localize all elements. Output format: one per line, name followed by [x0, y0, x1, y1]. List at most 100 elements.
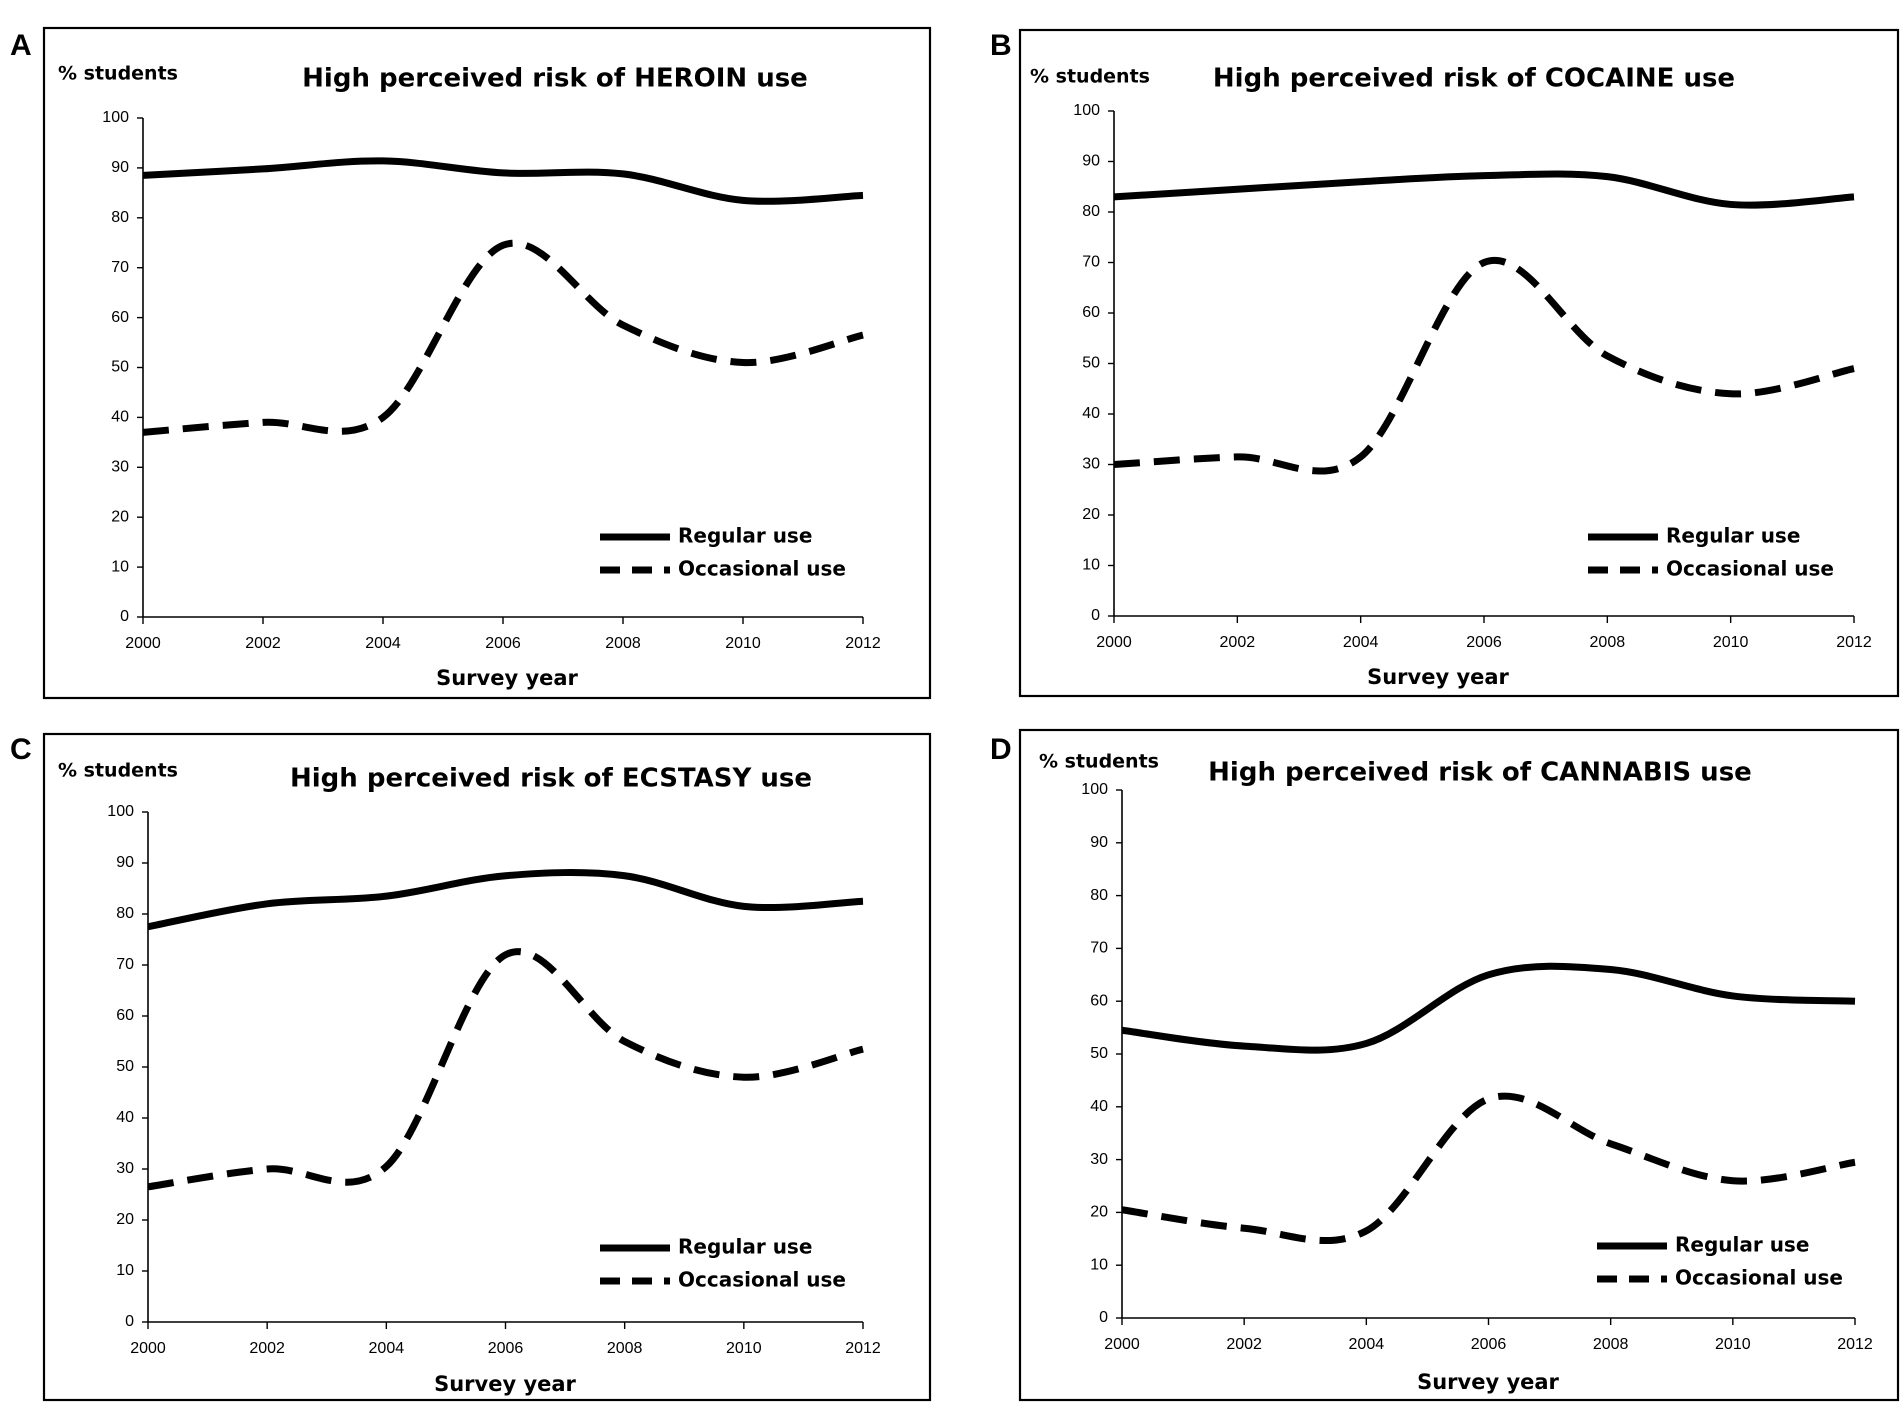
y-tick-label: 60 [111, 309, 129, 326]
x-tick-label: 2002 [1220, 634, 1256, 651]
y-tick-label: 100 [1073, 102, 1100, 119]
y-tick-label: 50 [116, 1058, 134, 1075]
x-tick-label: 2012 [845, 1340, 881, 1357]
x-tick-label: 2004 [1343, 634, 1379, 651]
y-tick-label: 80 [1090, 887, 1108, 904]
y-tick-label: 90 [116, 854, 134, 871]
y-tick-label: 30 [1090, 1151, 1108, 1168]
panel-frame [42, 732, 932, 1402]
y-tick-label: 80 [116, 905, 134, 922]
series-line-occasional-use [1121, 1092, 1856, 1245]
x-tick-label: 2008 [1590, 634, 1626, 651]
panel-frame [1018, 728, 1900, 1402]
x-tick-label: 2010 [725, 635, 761, 652]
legend-label: Occasional use [678, 557, 846, 581]
series-line-occasional-use [1113, 256, 1855, 475]
legend: Regular use Occasional use [600, 524, 846, 581]
chart-title: High perceived risk of ECSTASY use [290, 764, 812, 794]
y-tick-label: 50 [111, 359, 129, 376]
y-axis-label: % students [1039, 751, 1159, 773]
series-line-regular-use [1121, 962, 1856, 1054]
legend-label: Occasional use [1666, 557, 1834, 581]
y-tick-label: 70 [116, 956, 134, 973]
chart-title: High perceived risk of HEROIN use [302, 64, 808, 94]
x-tick-label: 2012 [1836, 634, 1872, 651]
y-tick-label: 100 [102, 109, 129, 126]
legend-label: Occasional use [678, 1268, 846, 1292]
y-axis-label: % students [1030, 66, 1150, 88]
x-tick-label: 2002 [1226, 1336, 1262, 1353]
y-tick-label: 0 [125, 1313, 134, 1330]
x-tick-label: 2006 [1471, 1336, 1507, 1353]
panel-a: A High perceived risk of HEROIN use % stud… [10, 26, 932, 700]
chart-title: High perceived risk of CANNABIS use [1208, 758, 1752, 788]
panel-d: D High perceived risk of CANNABIS use % st… [990, 728, 1900, 1402]
y-tick-label: 20 [111, 508, 129, 525]
y-tick-label: 50 [1082, 355, 1100, 372]
y-tick-label: 0 [120, 608, 129, 625]
x-tick-label: 2002 [245, 635, 281, 652]
x-axis-label: Survey year [434, 1372, 576, 1396]
legend-label: Occasional use [1675, 1266, 1843, 1290]
chart-title: High perceived risk of COCAINE use [1213, 64, 1735, 94]
y-tick-label: 40 [1090, 1098, 1108, 1115]
y-tick-label: 80 [1082, 203, 1100, 220]
y-tick-label: 60 [1082, 304, 1100, 321]
y-axis-label: % students [58, 63, 178, 85]
legend: Regular use Occasional use [600, 1235, 846, 1292]
y-tick-label: 10 [1090, 1256, 1108, 1273]
x-tick-label: 2000 [130, 1340, 166, 1357]
y-tick-label: 30 [116, 1160, 134, 1177]
x-tick-label: 2012 [845, 635, 881, 652]
x-tick-label: 2000 [125, 635, 161, 652]
y-tick-label: 30 [111, 459, 129, 476]
series-line-regular-use [147, 869, 864, 931]
legend-label: Regular use [678, 1235, 812, 1259]
y-tick-label: 30 [1082, 456, 1100, 473]
x-axis-label: Survey year [1417, 1370, 1559, 1394]
series-line-regular-use [142, 157, 864, 205]
x-tick-label: 2012 [1837, 1336, 1873, 1353]
y-tick-label: 80 [111, 209, 129, 226]
y-tick-label: 100 [1081, 781, 1108, 798]
x-tick-label: 2000 [1104, 1336, 1140, 1353]
y-tick-label: 0 [1099, 1309, 1108, 1326]
y-tick-label: 70 [1082, 254, 1100, 271]
y-tick-label: 40 [1082, 405, 1100, 422]
x-tick-label: 2010 [726, 1340, 762, 1357]
y-tick-label: 20 [116, 1211, 134, 1228]
x-tick-label: 2002 [249, 1340, 285, 1357]
y-tick-label: 0 [1091, 607, 1100, 624]
y-tick-label: 40 [111, 409, 129, 426]
legend: Regular use Occasional use [1588, 524, 1834, 581]
panel-frame [42, 26, 932, 700]
y-tick-label: 90 [1082, 153, 1100, 170]
panel-letter: D [990, 733, 1012, 766]
x-tick-label: 2000 [1096, 634, 1132, 651]
legend-label: Regular use [1675, 1233, 1809, 1257]
y-tick-label: 100 [107, 803, 134, 820]
legend: Regular use Occasional use [1597, 1233, 1843, 1290]
y-tick-label: 90 [1090, 834, 1108, 851]
x-axis-label: Survey year [1367, 665, 1509, 689]
panel-c: C High perceived risk of ECSTASY use % stu… [10, 732, 932, 1402]
series-line-occasional-use [142, 239, 864, 436]
y-tick-label: 70 [1090, 940, 1108, 957]
panel-frame [1018, 28, 1900, 698]
x-tick-label: 2010 [1715, 1336, 1751, 1353]
x-tick-label: 2006 [1466, 634, 1502, 651]
y-tick-label: 90 [111, 159, 129, 176]
panel-letter: A [10, 29, 32, 62]
x-tick-label: 2004 [1349, 1336, 1385, 1353]
y-tick-label: 10 [111, 558, 129, 575]
x-axis-label: Survey year [436, 666, 578, 690]
series-line-occasional-use [147, 948, 864, 1191]
x-tick-label: 2008 [605, 635, 641, 652]
y-axis-label: % students [58, 760, 178, 782]
x-tick-label: 2006 [488, 1340, 524, 1357]
y-tick-label: 60 [1090, 992, 1108, 1009]
x-tick-label: 2004 [365, 635, 401, 652]
x-tick-label: 2006 [485, 635, 521, 652]
